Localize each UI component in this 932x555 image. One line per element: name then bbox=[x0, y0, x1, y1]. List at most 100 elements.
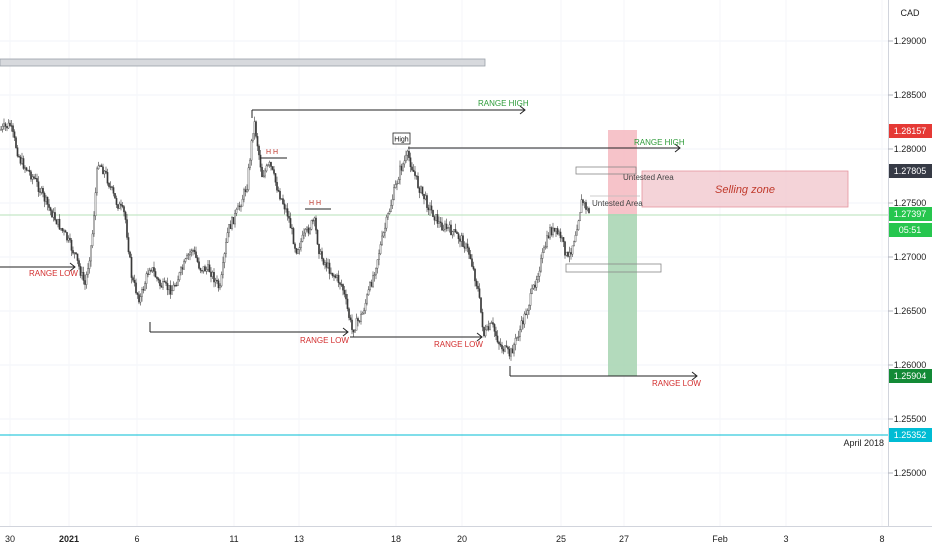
candle-body bbox=[69, 237, 71, 241]
candle-body bbox=[207, 264, 209, 270]
candle-body bbox=[340, 284, 343, 286]
price-badge bbox=[889, 428, 932, 442]
candle-body bbox=[573, 241, 575, 247]
candle-body bbox=[244, 189, 247, 192]
candle-body bbox=[181, 267, 184, 270]
candle-body bbox=[355, 318, 358, 331]
candle-body bbox=[115, 198, 118, 205]
untested-area-label-2: Untested Area bbox=[592, 199, 643, 208]
candle-body bbox=[343, 289, 346, 295]
candle-body bbox=[505, 345, 508, 348]
candle-body bbox=[450, 224, 452, 236]
candle-body bbox=[469, 254, 472, 259]
candle-body bbox=[495, 331, 497, 337]
candle-body bbox=[453, 229, 455, 232]
untested-area-box-1 bbox=[575, 166, 637, 175]
selling-zone-label: Selling zone bbox=[715, 184, 775, 196]
candle-body bbox=[175, 285, 178, 287]
candle-body bbox=[172, 284, 175, 291]
candle-body bbox=[475, 280, 478, 287]
candle-body bbox=[1, 125, 4, 130]
candle-body bbox=[235, 208, 238, 214]
candle-body bbox=[106, 172, 109, 184]
price-badge bbox=[889, 207, 932, 221]
april-2018-label: April 2018 bbox=[843, 438, 884, 448]
candle-body bbox=[186, 254, 188, 259]
candle-body bbox=[238, 205, 241, 207]
candle-body bbox=[373, 274, 376, 276]
candle-body bbox=[46, 196, 49, 205]
candle-body bbox=[351, 319, 353, 330]
candle-body bbox=[262, 175, 265, 178]
candle-body bbox=[162, 281, 164, 288]
candle-body bbox=[424, 195, 427, 200]
candle-body bbox=[90, 245, 92, 262]
candle-body bbox=[264, 170, 266, 177]
candle-body bbox=[88, 260, 91, 269]
candle-body bbox=[261, 166, 263, 178]
candle-body bbox=[219, 285, 221, 289]
candle-body bbox=[271, 166, 274, 170]
price-badges: 1.28157 1.27805 1.27397 05:51 1.25904 1.25352 bbox=[889, 124, 932, 442]
candle-body bbox=[6, 126, 8, 129]
range-high-2: RANGE HIGH bbox=[408, 138, 685, 153]
candle-body bbox=[193, 249, 196, 253]
candle-body bbox=[330, 272, 332, 275]
candle-body bbox=[411, 166, 413, 171]
candle-body bbox=[348, 308, 350, 318]
candle-body bbox=[120, 203, 122, 206]
x-tick-label: 8 bbox=[879, 534, 884, 544]
candle-body bbox=[574, 234, 577, 242]
candle-body bbox=[370, 282, 373, 287]
candle-body bbox=[214, 279, 217, 283]
candle-body bbox=[67, 237, 70, 241]
candle-body bbox=[217, 280, 220, 289]
candle-body bbox=[307, 227, 310, 234]
x-tick-label: 30 bbox=[5, 534, 15, 544]
candle-body bbox=[12, 125, 14, 132]
candle-body bbox=[135, 282, 137, 294]
candle-body bbox=[504, 345, 506, 352]
candle-body bbox=[154, 271, 157, 278]
price-badge bbox=[889, 124, 932, 138]
candle-body bbox=[429, 205, 431, 211]
candle-body bbox=[585, 202, 587, 210]
candle-body bbox=[420, 186, 422, 193]
candle-body bbox=[142, 289, 145, 291]
x-tick-label: 25 bbox=[556, 534, 566, 544]
candle-body bbox=[48, 204, 50, 208]
untested-area-label-1: Untested Area bbox=[623, 173, 674, 182]
candle-body bbox=[388, 211, 391, 214]
candle-body bbox=[435, 214, 437, 221]
candle-body bbox=[133, 280, 136, 284]
candle-body bbox=[409, 157, 412, 168]
candle-body bbox=[384, 227, 386, 233]
candle-body bbox=[325, 262, 328, 268]
candle-body bbox=[483, 326, 485, 337]
x-tick-label: 11 bbox=[229, 534, 238, 544]
candle-body bbox=[525, 313, 527, 315]
candle-body bbox=[298, 247, 301, 250]
candle-body bbox=[180, 267, 182, 273]
candle-body bbox=[54, 212, 56, 221]
candle-body bbox=[63, 230, 65, 232]
candle-body bbox=[43, 192, 46, 202]
range-low-2: RANGE LOW bbox=[149, 322, 349, 345]
double-top-marker-1: H H bbox=[260, 149, 287, 159]
candle-body bbox=[99, 165, 101, 167]
candle-body bbox=[445, 223, 448, 229]
candle-body bbox=[364, 302, 367, 311]
untested-area-box-2 bbox=[565, 263, 662, 273]
candle-body bbox=[28, 169, 31, 172]
candle-body bbox=[66, 232, 68, 241]
candle-body bbox=[579, 212, 581, 222]
time-axis[interactable]: 30 2021 6 11 13 18 20 25 27 Feb 3 8 bbox=[5, 534, 885, 544]
candle-body bbox=[208, 264, 211, 273]
candle-body bbox=[529, 293, 532, 306]
candle-body bbox=[361, 312, 364, 315]
candle-body bbox=[570, 252, 572, 255]
selling-zone-box bbox=[641, 170, 849, 208]
candlestick-series bbox=[0, 116, 590, 361]
